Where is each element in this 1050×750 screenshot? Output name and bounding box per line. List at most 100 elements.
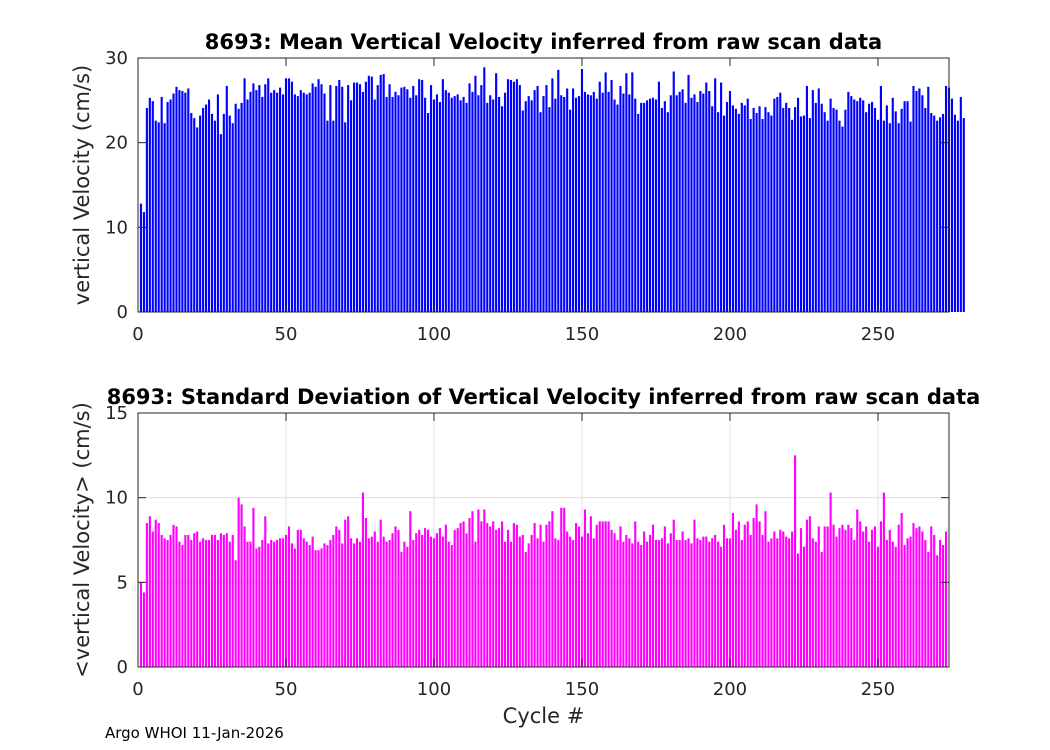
bar xyxy=(909,121,912,312)
bar xyxy=(406,546,409,667)
bar xyxy=(560,507,563,667)
bar xyxy=(598,521,601,667)
bar xyxy=(672,519,675,667)
bar xyxy=(234,560,237,667)
bar xyxy=(418,79,421,312)
bar xyxy=(720,546,723,667)
bar xyxy=(773,98,776,312)
bar xyxy=(838,528,841,667)
bar xyxy=(462,96,465,312)
bar xyxy=(675,540,678,667)
bar xyxy=(936,120,939,313)
bar xyxy=(663,101,666,313)
bar xyxy=(489,95,492,312)
bar xyxy=(690,543,693,667)
bar xyxy=(503,92,507,313)
bar xyxy=(370,536,373,667)
bar xyxy=(207,99,211,313)
bar xyxy=(770,538,773,667)
bar xyxy=(894,111,897,312)
bar xyxy=(752,107,755,312)
bar xyxy=(509,541,513,667)
bar xyxy=(367,538,370,667)
bar xyxy=(213,534,217,667)
bar xyxy=(175,86,178,312)
bar xyxy=(421,534,424,667)
bar xyxy=(859,97,862,312)
bar xyxy=(474,541,477,667)
bar xyxy=(311,536,314,667)
bar xyxy=(684,102,687,313)
bar xyxy=(870,529,874,667)
bar xyxy=(788,538,791,667)
bar xyxy=(172,93,175,312)
axes-box xyxy=(137,412,950,668)
bar xyxy=(628,94,631,312)
bar xyxy=(480,85,483,312)
bar xyxy=(216,540,219,667)
bar xyxy=(427,529,430,667)
bar xyxy=(501,521,504,667)
bar xyxy=(897,524,900,667)
bar xyxy=(785,102,788,313)
bar xyxy=(601,521,604,667)
bar xyxy=(829,492,832,667)
bar xyxy=(169,99,172,313)
bar xyxy=(551,78,554,312)
bar xyxy=(515,79,518,312)
bar xyxy=(453,529,456,667)
bar xyxy=(853,540,856,667)
bar xyxy=(714,78,717,312)
bar xyxy=(631,543,634,667)
bar xyxy=(885,540,888,667)
bar xyxy=(311,83,314,313)
bar xyxy=(181,545,184,667)
bar xyxy=(524,551,527,667)
bar xyxy=(222,534,225,667)
bar xyxy=(361,91,365,313)
bar xyxy=(577,96,581,312)
bar xyxy=(610,529,613,667)
bar xyxy=(702,536,705,667)
bar xyxy=(302,538,305,667)
bar xyxy=(444,90,447,312)
bar xyxy=(767,541,770,667)
x-tick-label: 150 xyxy=(565,679,599,700)
bar xyxy=(885,105,888,312)
bar xyxy=(323,543,326,667)
bar xyxy=(711,538,714,667)
bar xyxy=(157,523,160,667)
bar xyxy=(409,97,412,312)
bar xyxy=(353,543,356,667)
bar xyxy=(583,509,586,667)
bar xyxy=(335,526,338,667)
bar xyxy=(868,103,871,312)
bar xyxy=(219,533,222,667)
bar xyxy=(527,543,530,667)
bar xyxy=(418,529,421,667)
bar xyxy=(477,509,480,667)
bar xyxy=(782,107,785,312)
bar xyxy=(450,545,453,667)
bar xyxy=(717,112,720,312)
bar xyxy=(817,88,820,312)
bar xyxy=(231,123,234,312)
bar xyxy=(210,534,214,667)
bar xyxy=(273,541,276,667)
x-tick-label: 50 xyxy=(275,679,298,700)
bar xyxy=(835,536,838,667)
bar xyxy=(344,519,347,667)
bar xyxy=(276,92,279,313)
bar xyxy=(637,113,640,312)
y-tick-label: 0 xyxy=(117,302,128,323)
bar xyxy=(222,113,225,312)
bar xyxy=(317,79,320,312)
bar xyxy=(320,548,323,667)
bar xyxy=(868,541,871,667)
bar xyxy=(400,87,403,312)
bar xyxy=(794,455,797,667)
bar xyxy=(332,120,335,313)
bar xyxy=(607,521,610,667)
bar xyxy=(521,110,524,313)
